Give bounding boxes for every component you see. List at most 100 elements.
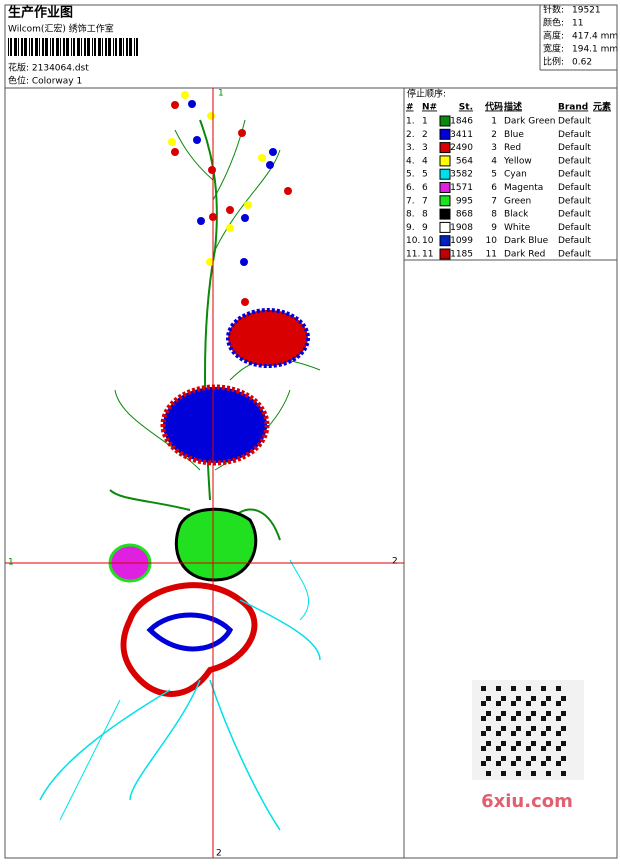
axis-label: 2 (392, 557, 398, 567)
bar-stripe (18, 38, 19, 56)
row-stitches: 3411 (450, 130, 473, 140)
qr-cell (541, 686, 546, 691)
row-n: 2 (422, 130, 428, 140)
qr-cell (526, 686, 531, 691)
bar-stripe (24, 38, 27, 56)
qr-cell (516, 696, 521, 701)
axis-label: 2 (216, 849, 222, 859)
color-swatch (439, 115, 451, 127)
row-code: 7 (491, 196, 497, 206)
bud (171, 101, 179, 109)
stat-value: 19521 (572, 6, 601, 16)
color-swatch (439, 195, 451, 207)
row-desc: Dark Green (504, 117, 555, 127)
qr-cell (481, 731, 486, 736)
row-stitches: 3582 (450, 170, 473, 180)
bud (258, 154, 266, 162)
watermark: 6xiu.com (481, 791, 573, 812)
bar-stripe (21, 38, 23, 56)
qr-cell (486, 726, 491, 731)
qr-cell (561, 726, 566, 731)
bar-stripe (136, 38, 138, 56)
qr-cell (481, 761, 486, 766)
bud (197, 217, 205, 225)
qr-cell (481, 746, 486, 751)
colorway: 色位: Colorway 1 (8, 75, 82, 87)
qr-code (472, 680, 584, 780)
bar-stripe (66, 38, 69, 56)
color-swatch (439, 168, 451, 180)
bar-stripe (50, 38, 51, 56)
row-code: 6 (491, 183, 497, 193)
row-code: 11 (486, 250, 497, 260)
row-index: 1. (406, 117, 415, 127)
row-n: 8 (422, 210, 428, 220)
qr-cell (556, 716, 561, 721)
color-swatch (439, 142, 451, 154)
qr-cell (486, 696, 491, 701)
stat-value: 0.62 (572, 58, 592, 68)
row-stitches: 2490 (450, 143, 473, 153)
qr-cell (516, 771, 521, 776)
axis-label: 1 (218, 89, 224, 99)
qr-cell (526, 731, 531, 736)
column-header: 元素 (593, 101, 611, 113)
qr-cell (501, 726, 506, 731)
bud (241, 214, 249, 222)
row-index: 6. (406, 183, 415, 193)
qr-cell (531, 711, 536, 716)
row-desc: Blue (504, 130, 524, 140)
bar-stripe (71, 38, 72, 56)
row-code: 9 (491, 223, 497, 233)
color-swatch (439, 248, 451, 260)
qr-cell (531, 741, 536, 746)
row-code: 10 (486, 236, 498, 246)
row-index: 7. (406, 196, 415, 206)
qr-cell (556, 701, 561, 706)
barcode (8, 38, 138, 56)
row-brand: Default (558, 117, 591, 127)
row-desc: Dark Red (504, 250, 545, 260)
qr-cell (526, 701, 531, 706)
row-index: 10. (406, 236, 420, 246)
row-brand: Default (558, 250, 591, 260)
bar-stripe (108, 38, 111, 56)
bar-stripe (126, 38, 128, 56)
qr-cell (546, 756, 551, 761)
row-desc: Dark Blue (504, 236, 549, 246)
row-desc: Magenta (504, 183, 543, 193)
qr-cell (481, 686, 486, 691)
row-n: 11 (422, 250, 433, 260)
qr-cell (516, 741, 521, 746)
bar-stripe (60, 38, 61, 56)
axis-label: 1 (8, 558, 14, 568)
qr-cell (511, 686, 516, 691)
bar-stripe (84, 38, 86, 56)
row-stitches: 868 (456, 210, 473, 220)
sheet-border (4, 4, 618, 859)
qr-cell (501, 741, 506, 746)
bud (269, 148, 277, 156)
row-desc: Black (504, 210, 529, 220)
bar-stripe (102, 38, 103, 56)
bar-stripe (35, 38, 38, 56)
bud (266, 161, 274, 169)
bar-stripe (134, 38, 135, 56)
qr-cell (541, 701, 546, 706)
bud (226, 224, 234, 232)
bar-stripe (81, 38, 82, 56)
bud (207, 112, 215, 120)
bud (188, 100, 196, 108)
bar-stripe (73, 38, 75, 56)
qr-cell (511, 731, 516, 736)
qr-cell (531, 726, 536, 731)
qr-cell (546, 741, 551, 746)
qr-cell (486, 741, 491, 746)
qr-cell (516, 756, 521, 761)
stat-label: 高度: (543, 30, 564, 42)
embroidery-design (39, 91, 321, 831)
row-brand: Default (558, 210, 591, 220)
qr-cell (526, 761, 531, 766)
pattern-file: 花版: 2134064.dst (8, 62, 89, 74)
color-swatch (439, 208, 451, 220)
